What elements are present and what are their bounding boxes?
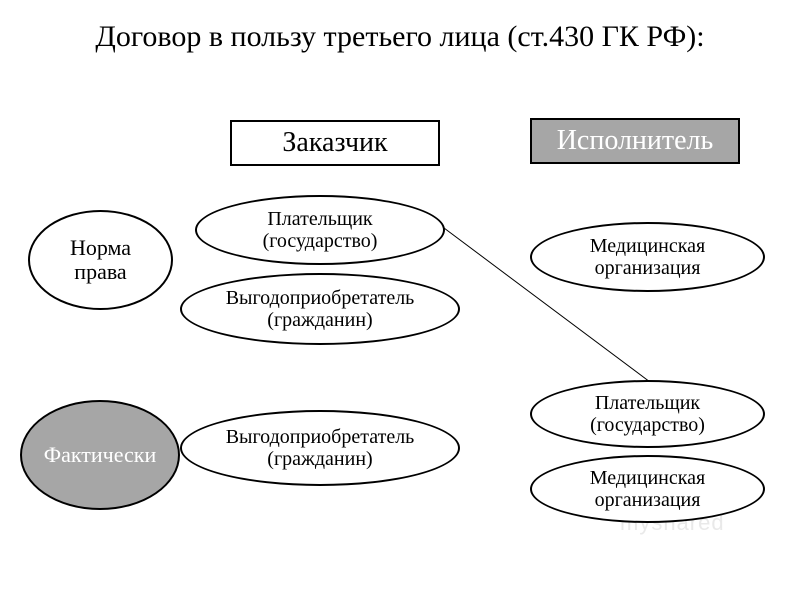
label-payer-bottom: Плательщик (государство): [590, 392, 705, 436]
ellipse-payer-top: Плательщик (государство): [195, 195, 445, 265]
ellipse-norma-prava: Норма права: [28, 210, 173, 310]
box-ispolnitel: Исполнитель: [530, 118, 740, 164]
ellipse-medorg-1: Медицинская организация: [530, 222, 765, 292]
box-zakazchik: Заказчик: [230, 120, 440, 166]
label-ispolnitel: Исполнитель: [557, 126, 714, 157]
ellipse-payer-bottom: Плательщик (государство): [530, 380, 765, 448]
label-benef-1: Выгодоприобретатель (гражданин): [226, 287, 415, 331]
label-payer-top: Плательщик (государство): [263, 208, 378, 252]
label-fakt: Фактически: [44, 443, 157, 467]
ellipse-beneficiary-2: Выгодоприобретатель (гражданин): [180, 410, 460, 486]
title-text: Договор в пользу третьего лица (ст.430 Г…: [95, 20, 704, 53]
ellipse-medorg-2: Медицинская организация: [530, 455, 765, 523]
page-title: Договор в пользу третьего лица (ст.430 Г…: [0, 18, 800, 56]
ellipse-fakticheski: Фактически: [20, 400, 180, 510]
label-norma: Норма права: [70, 236, 131, 284]
label-benef-2: Выгодоприобретатель (гражданин): [226, 426, 415, 470]
label-medorg-2: Медицинская организация: [590, 467, 706, 511]
ellipse-beneficiary-1: Выгодоприобретатель (гражданин): [180, 273, 460, 345]
label-medorg-1: Медицинская организация: [590, 235, 706, 279]
label-zakazchik: Заказчик: [282, 128, 387, 159]
